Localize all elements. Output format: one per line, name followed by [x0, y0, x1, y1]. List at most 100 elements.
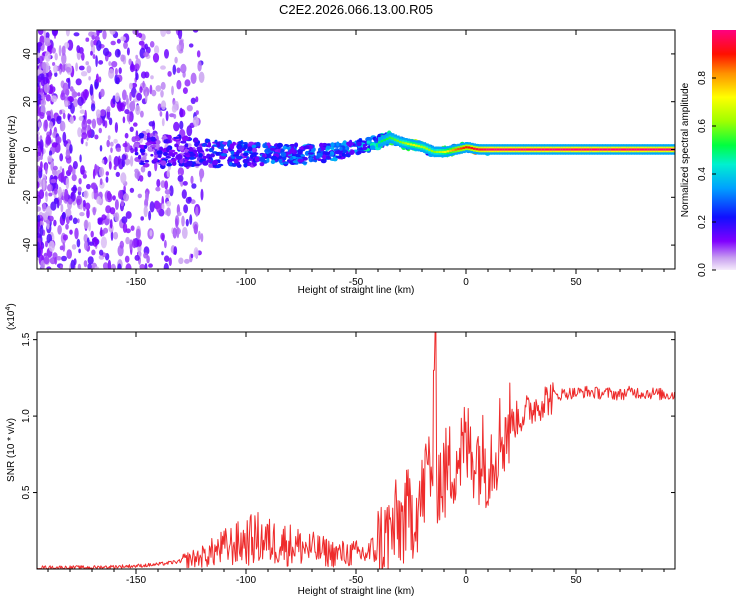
spectrogram-band-cell — [156, 150, 163, 155]
spectrogram-noise-cell — [73, 98, 78, 108]
spectrogram-ridge-cell — [581, 148, 585, 151]
spectrogram-noise-cell — [77, 96, 84, 107]
spectrogram-band-cell — [335, 155, 342, 159]
spectrogram-band-cell — [276, 142, 283, 148]
spectrogram-x-tick-label: -50 — [349, 277, 364, 288]
spectrogram-noise-cell — [125, 211, 132, 219]
spectrogram-ridge-cell — [425, 147, 429, 150]
spectrogram-noise-cell — [197, 60, 202, 72]
spectrogram-noise-cell — [56, 199, 60, 209]
spectrogram-noise-cell — [91, 191, 95, 200]
spectrogram-noise-cell — [78, 65, 85, 71]
spectrogram-band-cell — [326, 145, 331, 150]
spectrogram-noise-cell — [181, 215, 185, 227]
spectrogram-noise-cell — [37, 100, 41, 105]
spectrogram-noise-cell — [198, 71, 205, 84]
spectrogram-ridge-cell — [576, 148, 580, 151]
spectrogram-noise-cell — [46, 266, 52, 269]
spectrogram-noise-cell — [99, 109, 106, 117]
spectrogram-noise-cell — [49, 128, 52, 136]
spectrogram-noise-cell — [96, 196, 102, 205]
spectrogram-ridge-cell — [642, 148, 646, 151]
spectrogram-noise-cell — [78, 178, 82, 185]
spectrogram-noise-cell — [128, 58, 132, 66]
spectrogram-noise-cell — [184, 79, 191, 87]
spectrogram-ridge-cell — [652, 148, 656, 151]
spectrogram-noise-cell — [132, 238, 137, 249]
spectrogram-ridge-cell — [399, 140, 403, 144]
spectrogram-heatmap — [37, 30, 675, 269]
spectrogram-noise-cell — [45, 191, 48, 197]
spectrogram-band-cell — [210, 153, 215, 158]
spectrogram-noise-cell — [93, 188, 99, 200]
spectrogram-noise-cell — [166, 207, 171, 217]
spectrogram-noise-cell — [42, 76, 49, 85]
spectrogram-band-cell — [356, 142, 362, 147]
spectrogram-noise-cell — [90, 182, 97, 190]
spectrogram-noise-cell — [83, 190, 89, 199]
spectrogram-band-cell — [155, 140, 161, 145]
spectrogram-noise-cell — [174, 56, 178, 64]
spectrogram-noise-cell — [160, 180, 166, 189]
spectrogram-ridge-cell — [539, 148, 543, 151]
snr-y-axis: 0.5 1.0 1.5 — [21, 332, 675, 500]
spectrogram-panel: -150 -100 -50 0 50 -40 -20 0 20 40 Height of str… — [7, 29, 676, 296]
spectrogram-noise-cell — [76, 218, 80, 224]
spectrogram-band-cell — [319, 142, 324, 148]
spectrogram-noise-cell — [81, 137, 84, 145]
spectrogram-noise-cell — [132, 100, 136, 110]
spectrogram-noise-cell — [86, 65, 92, 74]
spectrogram-noise-cell — [174, 100, 179, 111]
spectrogram-noise-cell — [37, 156, 40, 162]
spectrogram-noise-cell — [161, 251, 164, 256]
spectrogram-noise-cell — [137, 32, 143, 38]
spectrogram-noise-cell — [122, 89, 127, 101]
spectrogram-noise-cell — [102, 262, 109, 269]
spectrogram-noise-cell — [112, 95, 116, 105]
spectrogram-ridge-cell — [565, 148, 569, 151]
spectrogram-ridge-cell — [583, 148, 588, 151]
spectrogram-y-tick-label: 40 — [22, 48, 33, 60]
spectrogram-band-cell — [192, 149, 198, 153]
spectrogram-ridge-cell — [547, 148, 551, 151]
spectrogram-band-cell — [243, 163, 248, 168]
spectrogram-noise-cell — [102, 227, 109, 234]
spectrogram-ridge-cell — [631, 148, 635, 151]
spectrogram-noise-cell — [48, 150, 53, 157]
spectrogram-noise-cell — [80, 165, 85, 175]
spectrogram-noise-cell — [65, 208, 72, 217]
spectrogram-noise-cell — [144, 43, 148, 50]
spectrogram-noise-cell — [139, 264, 146, 269]
spectrogram-noise-cell — [39, 112, 45, 119]
spectrogram-noise-cell — [86, 208, 90, 219]
spectrogram-ridge-cell — [531, 148, 535, 151]
spectrogram-band-cell — [161, 158, 169, 161]
spectrogram-noise-cell — [51, 142, 58, 148]
spectrogram-noise-cell — [198, 230, 201, 241]
spectrogram-ridge-cell — [517, 148, 522, 151]
spectrogram-noise-cell — [74, 227, 79, 240]
spectrogram-noise-cell — [168, 257, 172, 266]
spectrogram-ridge-cell — [388, 136, 392, 139]
spectrogram-noise-cell — [90, 39, 94, 48]
spectrogram-noise-cell — [177, 30, 183, 40]
spectrogram-noise-cell — [91, 35, 95, 40]
spectrogram-noise-cell — [129, 187, 135, 193]
spectrogram-ridge-cell — [610, 148, 614, 151]
spectrogram-noise-cell — [129, 63, 135, 73]
spectrogram-band-cell — [137, 154, 142, 160]
spectrogram-noise-cell — [129, 115, 133, 122]
spectrogram-band-cell — [207, 141, 212, 148]
spectrogram-band-cell — [237, 145, 242, 149]
spectrogram-ridge-cell — [568, 148, 572, 151]
spectrogram-band-cell — [146, 132, 151, 138]
spectrogram-noise-cell — [71, 244, 77, 250]
spectrogram-noise-cell — [98, 76, 102, 83]
spectrogram-band-cell — [270, 147, 276, 151]
spectrogram-noise-cell — [37, 57, 41, 65]
spectrogram-band-cell — [180, 140, 187, 144]
spectrogram-noise-cell — [186, 105, 193, 112]
spectrogram-band-cell — [208, 163, 214, 168]
spectrogram-noise-cell — [87, 256, 94, 265]
spectrogram-noise-cell — [55, 136, 62, 144]
